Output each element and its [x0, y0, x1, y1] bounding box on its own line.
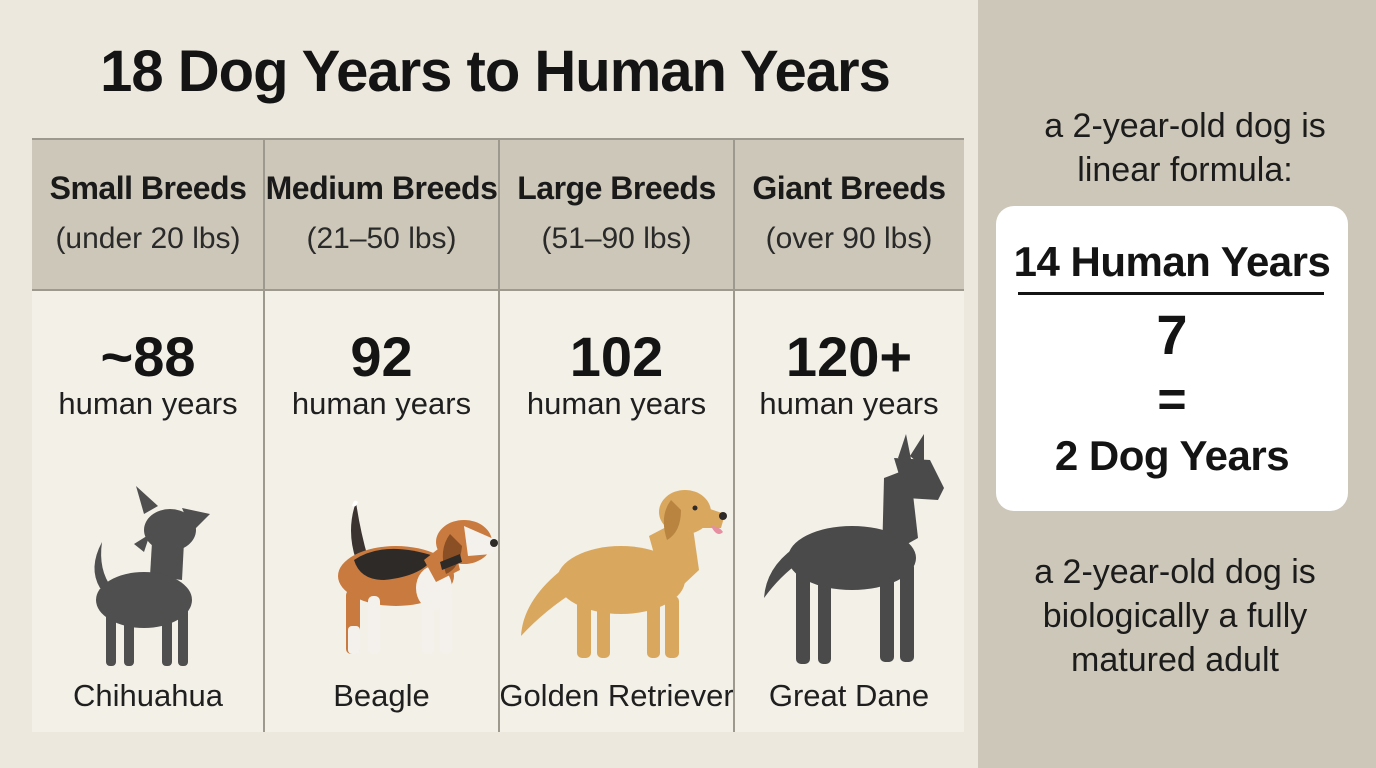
- formula-result: 2 Dog Years: [1054, 432, 1290, 479]
- breed-example-name: Great Dane: [768, 678, 930, 713]
- breed-column-large: Large Breeds (51–90 lbs) 102 human years: [499, 138, 734, 732]
- formula-numerator: 14 Human Years: [1013, 238, 1331, 285]
- breed-example-name: Chihuahua: [73, 678, 223, 713]
- page-title: 18 Dog Years to Human Years: [100, 39, 891, 104]
- breed-weight-range: (under 20 lbs): [55, 222, 241, 255]
- breed-column-medium: Medium Breeds (21–50 lbs) 92 human years: [264, 138, 499, 732]
- breed-category-name: Medium Breeds: [265, 170, 498, 206]
- breed-example-name: Golden Retriever: [499, 678, 734, 713]
- breed-table: Small Breeds (under 20 lbs) ~88 human ye…: [32, 138, 964, 732]
- human-years-value: ~88: [100, 325, 196, 388]
- column-divider: [733, 138, 735, 732]
- breed-column-giant: Giant Breeds (over 90 lbs) 120+ human ye…: [734, 138, 964, 732]
- beagle-icon: [264, 430, 499, 670]
- chihuahua-icon: [32, 430, 264, 670]
- human-years-unit: human years: [526, 386, 707, 421]
- formula-conclusion-text: a 2-year-old dog is biologically a fully…: [1034, 553, 1316, 679]
- human-years-value: 120+: [785, 325, 913, 388]
- human-years-unit: human years: [759, 386, 939, 421]
- breed-column-small: Small Breeds (under 20 lbs) ~88 human ye…: [32, 138, 264, 732]
- breed-category-name: Small Breeds: [49, 170, 247, 206]
- golden-retriever-icon: [499, 430, 734, 670]
- breed-weight-range: (51–90 lbs): [541, 222, 692, 255]
- human-years-value: 92: [350, 325, 413, 388]
- breed-weight-range: (21–50 lbs): [306, 222, 457, 255]
- breed-example-name: Beagle: [333, 678, 430, 713]
- human-years-value: 102: [569, 325, 664, 388]
- formula-intro-text: a 2-year-old dog is linear formula:: [1044, 107, 1326, 189]
- column-divider: [263, 138, 265, 732]
- great-dane-icon: [734, 138, 964, 678]
- breed-category-name: Giant Breeds: [752, 170, 946, 206]
- breed-weight-range: (over 90 lbs): [765, 222, 933, 255]
- formula-card: 14 Human Years 7 = 2 Dog Years: [996, 206, 1348, 511]
- fraction-bar: [1018, 292, 1324, 295]
- column-divider: [498, 138, 500, 732]
- human-years-unit: human years: [58, 386, 238, 421]
- human-years-unit: human years: [291, 386, 472, 421]
- breed-category-name: Large Breeds: [517, 170, 716, 206]
- formula-denominator: 7: [1156, 303, 1188, 366]
- equals-sign: =: [1157, 371, 1187, 427]
